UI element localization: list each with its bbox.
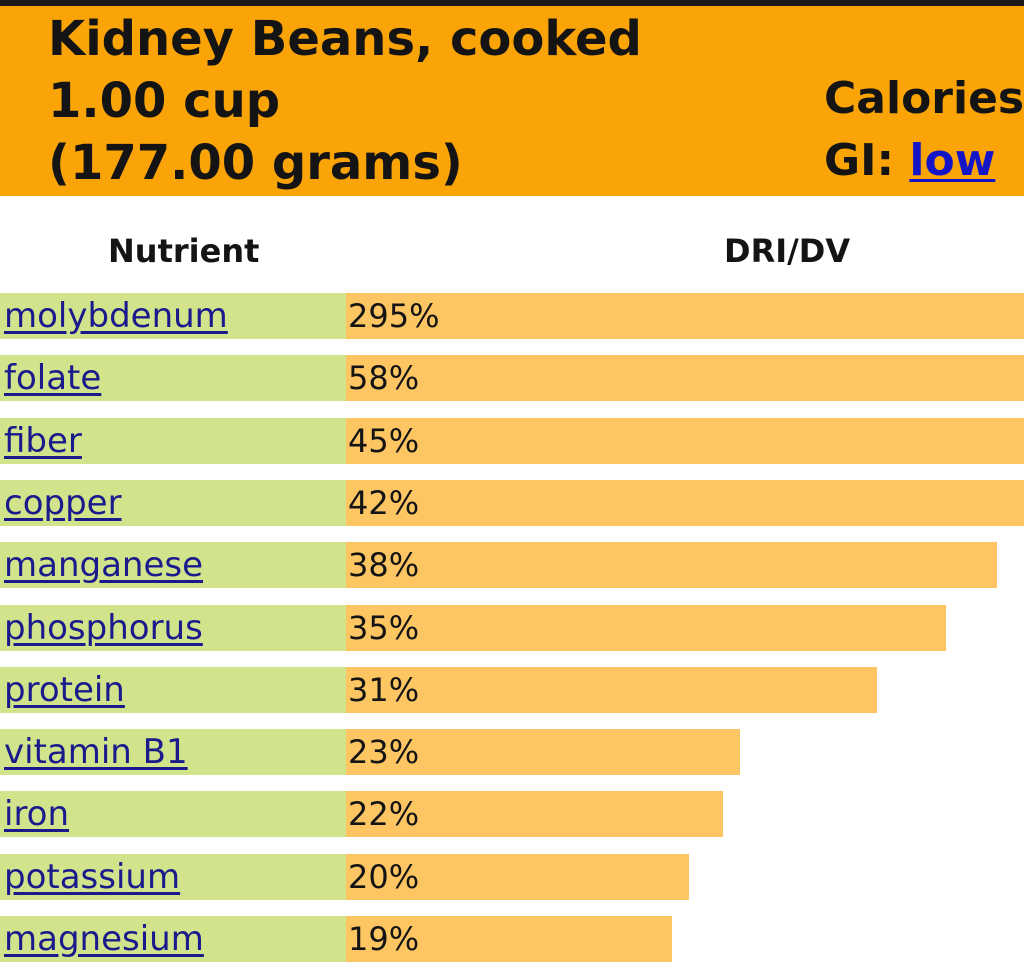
nutrient-row: folate 58% bbox=[0, 355, 1024, 402]
calories-label: Calories bbox=[824, 73, 1024, 124]
nutrient-name-cell bbox=[0, 666, 346, 713]
dri-bar bbox=[346, 853, 689, 900]
nutrient-link[interactable]: copper bbox=[4, 482, 122, 523]
serving-weight: (177.00 grams) bbox=[48, 135, 463, 191]
nutrient-name-cell bbox=[0, 355, 346, 402]
nutrient-row: phosphorus 35% bbox=[0, 604, 1024, 651]
food-header: Kidney Beans, cooked 1.00 cup (177.00 gr… bbox=[0, 0, 1024, 196]
gi-label: GI: bbox=[824, 135, 910, 186]
serving-size: 1.00 cup bbox=[48, 73, 281, 129]
nutrient-link[interactable]: magnesium bbox=[4, 919, 204, 959]
dri-bar bbox=[346, 479, 1024, 526]
dri-percent: 295% bbox=[348, 297, 440, 335]
dri-bar bbox=[346, 604, 946, 651]
nutrient-row: vitamin B1 23% bbox=[0, 729, 1024, 776]
gi-value-link[interactable]: low bbox=[909, 135, 996, 186]
nutrient-row: magnesium 19% bbox=[0, 916, 1024, 962]
dri-bar bbox=[346, 729, 741, 776]
nutrient-name-cell bbox=[0, 604, 346, 651]
dri-percent: 42% bbox=[348, 483, 420, 522]
dri-percent: 38% bbox=[348, 546, 420, 585]
nutrient-row: fiber 45% bbox=[0, 417, 1024, 464]
nutrient-link[interactable]: fiber bbox=[4, 420, 82, 461]
dri-percent: 58% bbox=[348, 359, 420, 398]
nutrient-row: iron 22% bbox=[0, 791, 1024, 838]
nutrient-name-cell bbox=[0, 479, 346, 526]
gi-row: GI: low bbox=[824, 130, 1024, 192]
nutrient-name-cell bbox=[0, 916, 346, 962]
dri-bar bbox=[346, 417, 1024, 464]
nutrient-row: potassium 20% bbox=[0, 853, 1024, 900]
nutrient-name-cell bbox=[0, 417, 346, 464]
nutrient-name-cell bbox=[0, 853, 346, 900]
dri-percent: 19% bbox=[348, 920, 420, 958]
nutrient-column-header: Nutrient bbox=[108, 232, 260, 270]
nutrient-row: manganese 38% bbox=[0, 542, 1024, 589]
dri-bar bbox=[346, 666, 878, 713]
nutrient-link[interactable]: vitamin B1 bbox=[4, 732, 188, 773]
nutrient-name-cell bbox=[0, 791, 346, 838]
nutrient-link[interactable]: potassium bbox=[4, 856, 181, 897]
dri-bar bbox=[346, 791, 724, 838]
food-title: Kidney Beans, cooked 1.00 cup (177.00 gr… bbox=[48, 8, 642, 194]
nutrient-link[interactable]: phosphorus bbox=[4, 607, 203, 648]
dri-column-header: DRI/DV bbox=[724, 232, 851, 270]
dri-percent: 20% bbox=[348, 857, 420, 896]
nutrient-row: molybdenum 295% bbox=[0, 293, 1024, 339]
nutrient-row: protein 31% bbox=[0, 666, 1024, 713]
dri-percent: 23% bbox=[348, 733, 420, 772]
nutrient-name-cell bbox=[0, 542, 346, 589]
dri-percent: 35% bbox=[348, 608, 420, 647]
nutrient-link[interactable]: manganese bbox=[4, 545, 204, 586]
nutrient-link[interactable]: folate bbox=[4, 358, 102, 399]
nutrient-link[interactable]: molybdenum bbox=[4, 296, 228, 336]
dri-percent: 31% bbox=[348, 670, 420, 709]
dri-bar bbox=[346, 542, 998, 589]
dri-bar bbox=[346, 355, 1024, 402]
food-name: Kidney Beans, cooked bbox=[48, 11, 642, 67]
dri-bar bbox=[346, 293, 1024, 339]
nutrient-name-cell bbox=[0, 293, 346, 339]
dri-percent: 22% bbox=[348, 795, 420, 834]
nutrient-name-cell bbox=[0, 729, 346, 776]
nutrient-link[interactable]: protein bbox=[4, 669, 125, 710]
calories-gi-info: Calories GI: low bbox=[824, 68, 1024, 192]
dri-bar bbox=[346, 916, 672, 962]
dri-percent: 45% bbox=[348, 421, 420, 460]
nutrient-row: copper 42% bbox=[0, 479, 1024, 526]
nutrient-link[interactable]: iron bbox=[4, 794, 70, 835]
